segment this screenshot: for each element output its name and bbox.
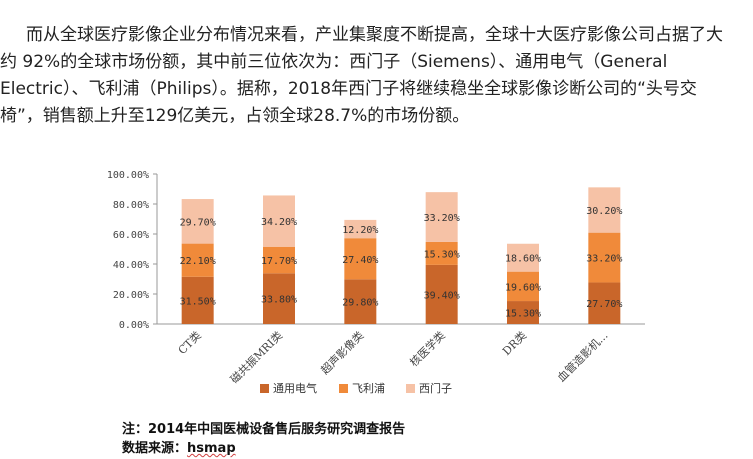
bar-segment — [344, 219, 377, 239]
paragraph-line: 椅”，销售额上升至129亿美元，占领全球28.7%的市场份额。 — [0, 106, 470, 126]
bar-segment — [263, 195, 295, 247]
data-label: 15.30% — [505, 309, 541, 320]
bar-segment — [181, 243, 214, 277]
bar-segment — [263, 246, 295, 274]
intro-paragraph: 而从全球医疗影像企业分布情况来看，产业集聚度不断提高，全球十大医疗影像公司占据了… — [0, 22, 750, 130]
data-label: 27.40% — [342, 255, 378, 266]
data-label: 34.20% — [261, 217, 297, 228]
category-label: 血管造影机... — [554, 328, 610, 384]
paragraph-line: 约 92%的全球市场份额，其中前三位依次为：西门子（Siemens）、通用电气（… — [0, 52, 668, 72]
category-label: CT类 — [175, 328, 204, 357]
legend-swatch — [260, 384, 269, 393]
legend-label: 通用电气 — [273, 381, 317, 395]
category-label: DR类 — [499, 328, 529, 358]
data-source: 数据来源：hsmap — [122, 437, 236, 456]
data-label: 19.60% — [505, 282, 541, 293]
y-tick-label: 60.00% — [113, 230, 149, 241]
data-label: 39.40% — [424, 290, 460, 301]
data-label: 30.20% — [586, 206, 622, 217]
bar-segment — [425, 192, 458, 242]
category-label: 核医学类 — [407, 328, 448, 369]
bar-segment — [344, 279, 377, 324]
data-label: 18.60% — [505, 254, 541, 265]
bar-segment — [588, 232, 621, 283]
bar-segment — [588, 187, 621, 233]
bar-segment — [344, 238, 377, 280]
market-share-chart: 0.00% 20.00% 40.00% 60.00% 80.00% 100.00% 31.5… — [107, 170, 645, 395]
data-label: 29.70% — [180, 217, 216, 228]
bar-segment — [425, 264, 458, 324]
bar-segment — [588, 282, 621, 324]
note-text: 注：2014年中国医械设备售后服务研究调查报告 — [122, 422, 406, 437]
y-tick-label: 0.00% — [119, 320, 149, 331]
bar-segment — [507, 301, 539, 324]
y-tick-label: 40.00% — [113, 260, 149, 271]
data-label: 33.20% — [586, 254, 622, 265]
data-label: 12.20% — [342, 225, 378, 236]
category-label: 磁共振MRI类 — [227, 328, 285, 386]
data-label: 33.20% — [424, 213, 460, 224]
y-tick-label: 100.00% — [107, 170, 149, 181]
source-prefix: 数据来源： — [122, 441, 188, 456]
y-tick-label: 80.00% — [113, 200, 149, 211]
paragraph-line: 而从全球医疗影像企业分布情况来看，产业集聚度不断提高，全球十大医疗影像公司占据了… — [26, 25, 723, 45]
bar-segment — [507, 243, 539, 272]
bar-segment — [507, 271, 539, 302]
legend-label: 西门子 — [419, 381, 452, 395]
data-label: 29.80% — [342, 298, 378, 309]
chart-note: 注：2014年中国医械设备售后服务研究调查报告 — [122, 418, 405, 437]
source-name: hsmap — [187, 441, 236, 456]
y-tick-label: 20.00% — [113, 290, 149, 301]
bar-segment — [263, 273, 295, 324]
legend-swatch — [339, 384, 348, 393]
data-label: 33.80% — [261, 295, 297, 306]
data-label: 22.10% — [180, 256, 216, 267]
paragraph-line: Electric）、飞利浦（Philips）。据称，2018年西门子将继续稳坐全… — [0, 79, 697, 99]
category-label: 超声影像类 — [318, 328, 367, 377]
legend-swatch — [406, 384, 415, 393]
bar-segment — [425, 241, 458, 265]
bar-segment — [181, 199, 214, 244]
legend-label: 飞利浦 — [352, 382, 385, 395]
data-label: 31.50% — [180, 296, 216, 307]
data-label: 27.70% — [586, 299, 622, 310]
data-label: 17.70% — [261, 256, 297, 267]
bar-segment — [181, 276, 214, 324]
data-label: 15.30% — [424, 249, 460, 260]
